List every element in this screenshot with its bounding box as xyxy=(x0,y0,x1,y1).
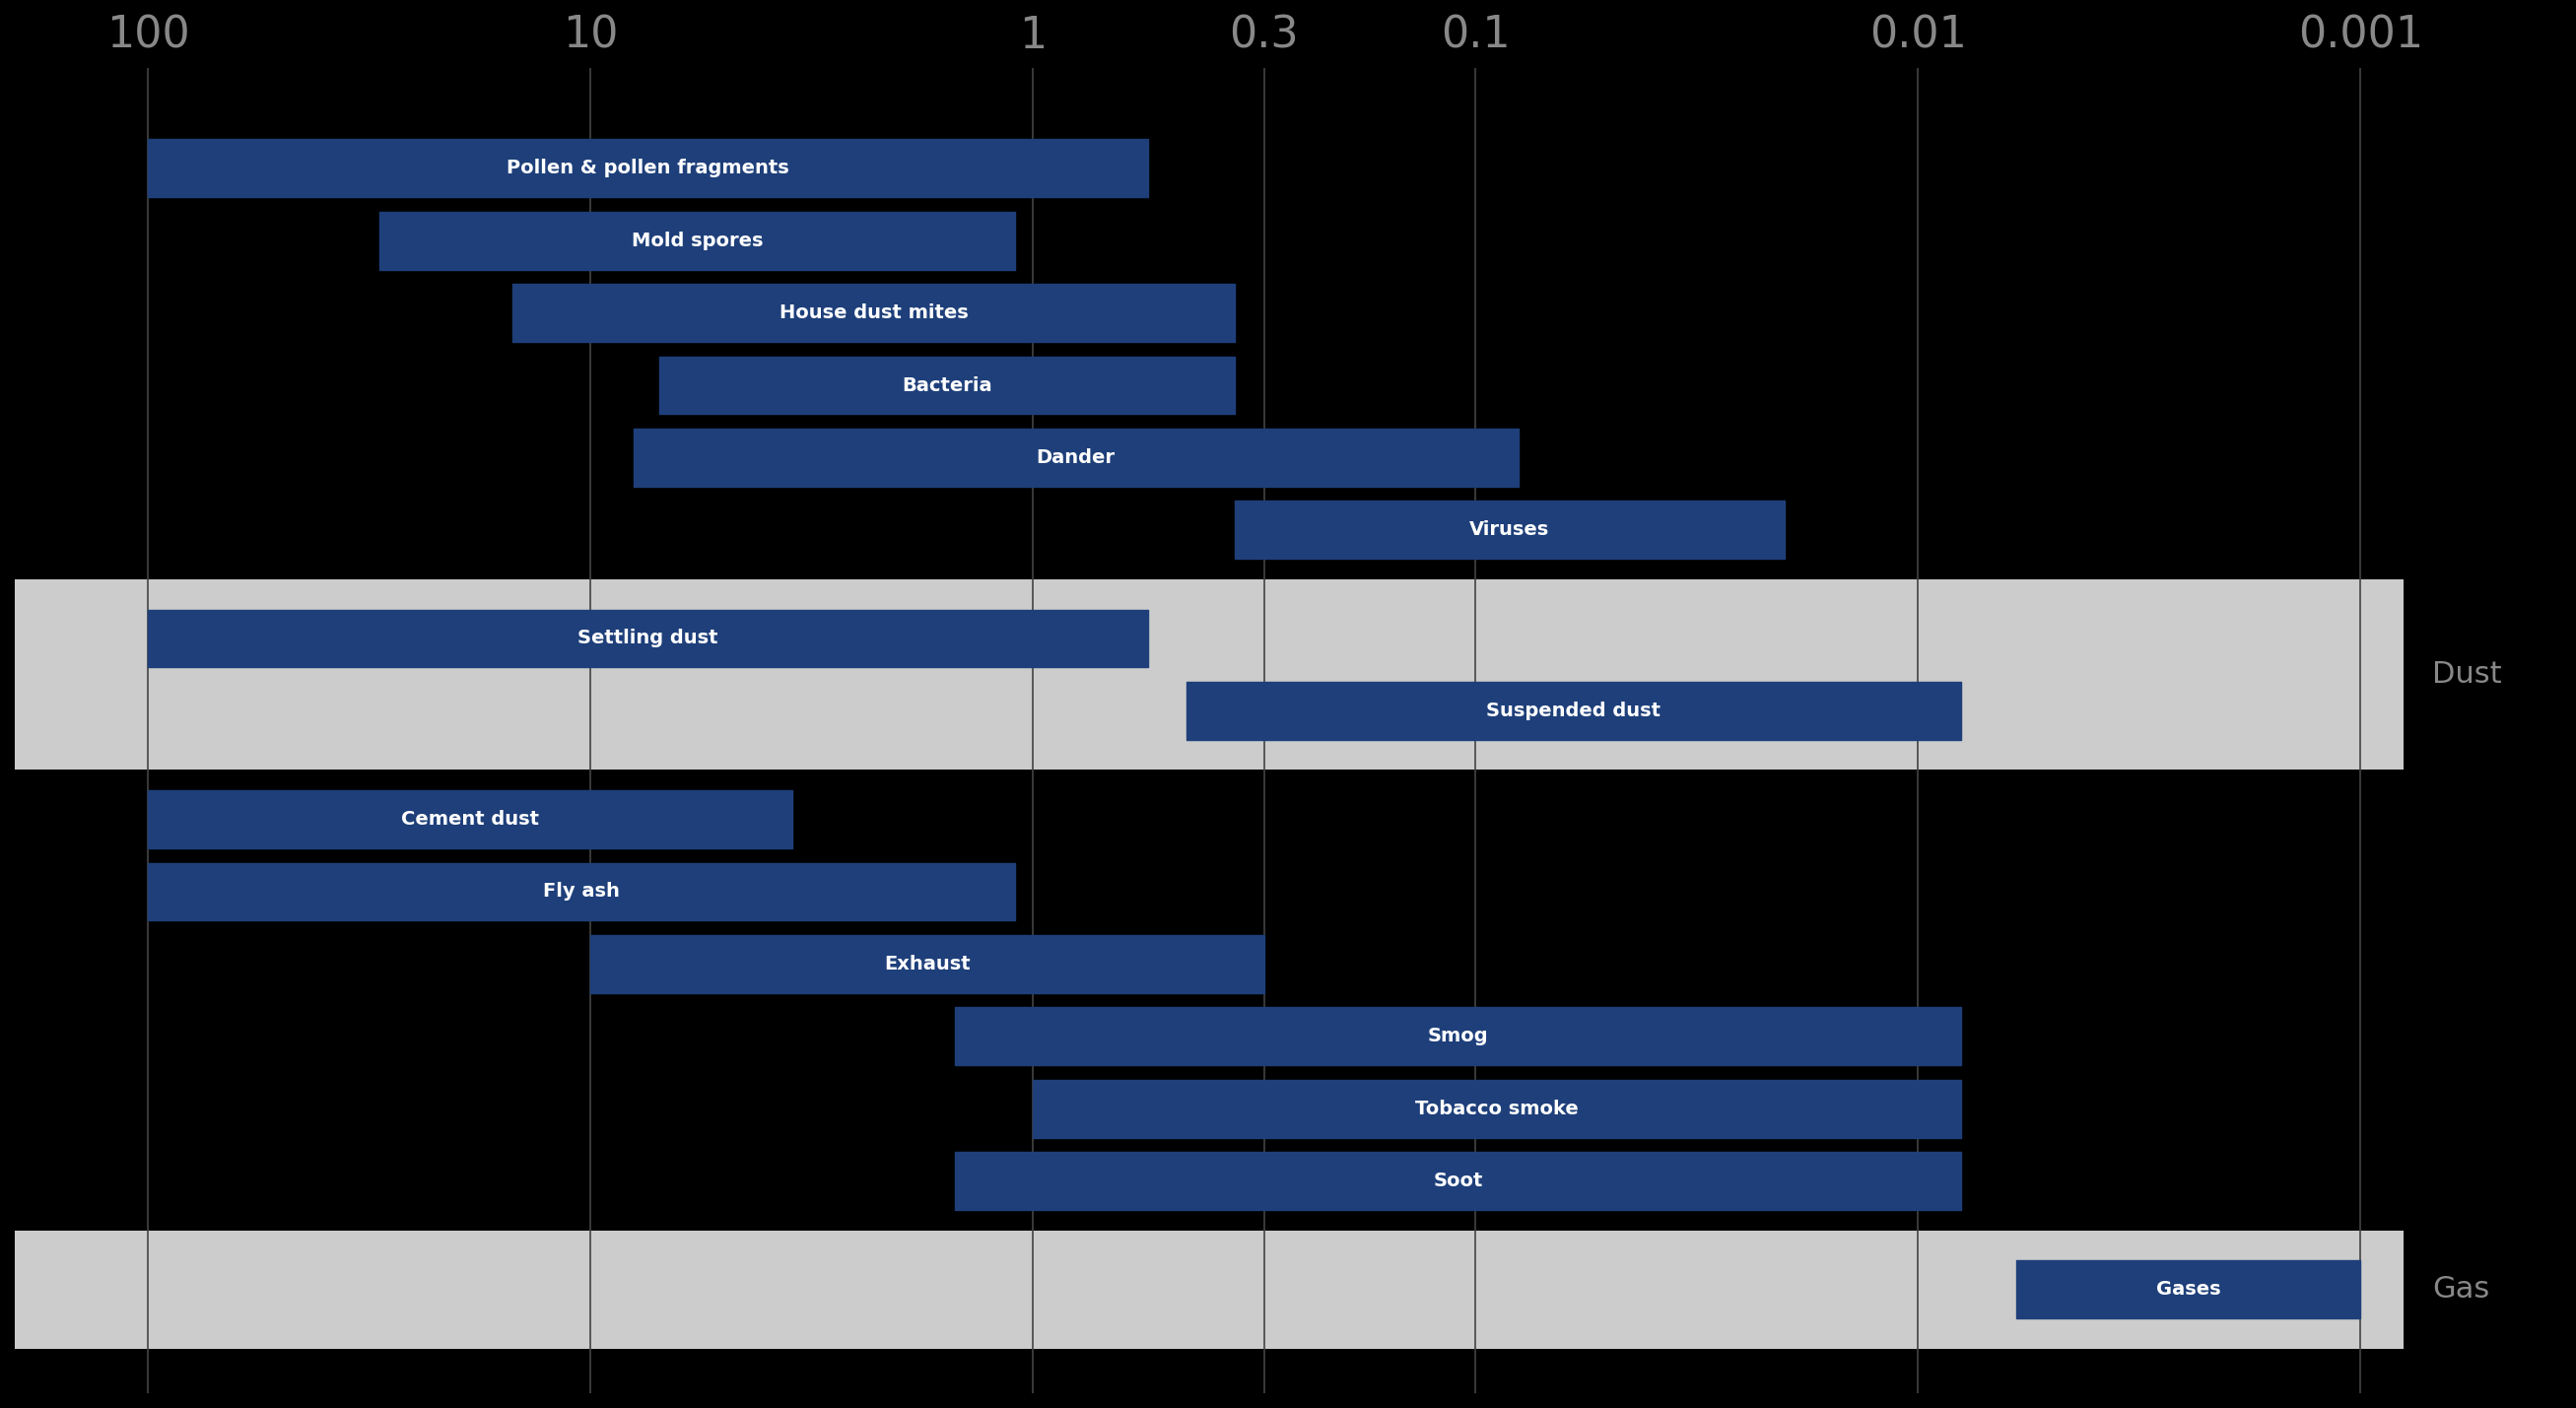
Text: Pollen & pollen fragments: Pollen & pollen fragments xyxy=(507,159,788,177)
Text: Fly ash: Fly ash xyxy=(544,883,621,901)
Text: Suspended dust: Suspended dust xyxy=(1486,701,1662,719)
Text: Soot: Soot xyxy=(1432,1171,1484,1190)
Text: Cement dust: Cement dust xyxy=(402,810,538,829)
Text: Viruses: Viruses xyxy=(1471,521,1551,539)
Text: Settling dust: Settling dust xyxy=(577,629,719,648)
Text: Dander: Dander xyxy=(1036,448,1115,467)
Bar xyxy=(15,1231,2403,1349)
Text: House dust mites: House dust mites xyxy=(778,304,969,322)
Text: Dust: Dust xyxy=(2432,660,2501,689)
Text: Mold spores: Mold spores xyxy=(631,231,762,251)
Text: Bacteria: Bacteria xyxy=(902,376,992,394)
Text: Exhaust: Exhaust xyxy=(884,955,971,973)
Text: Smog: Smog xyxy=(1427,1026,1489,1046)
Bar xyxy=(15,580,2403,770)
Text: Gases: Gases xyxy=(2156,1280,2221,1300)
Text: Gas: Gas xyxy=(2432,1276,2488,1304)
Text: Tobacco smoke: Tobacco smoke xyxy=(1414,1100,1579,1118)
